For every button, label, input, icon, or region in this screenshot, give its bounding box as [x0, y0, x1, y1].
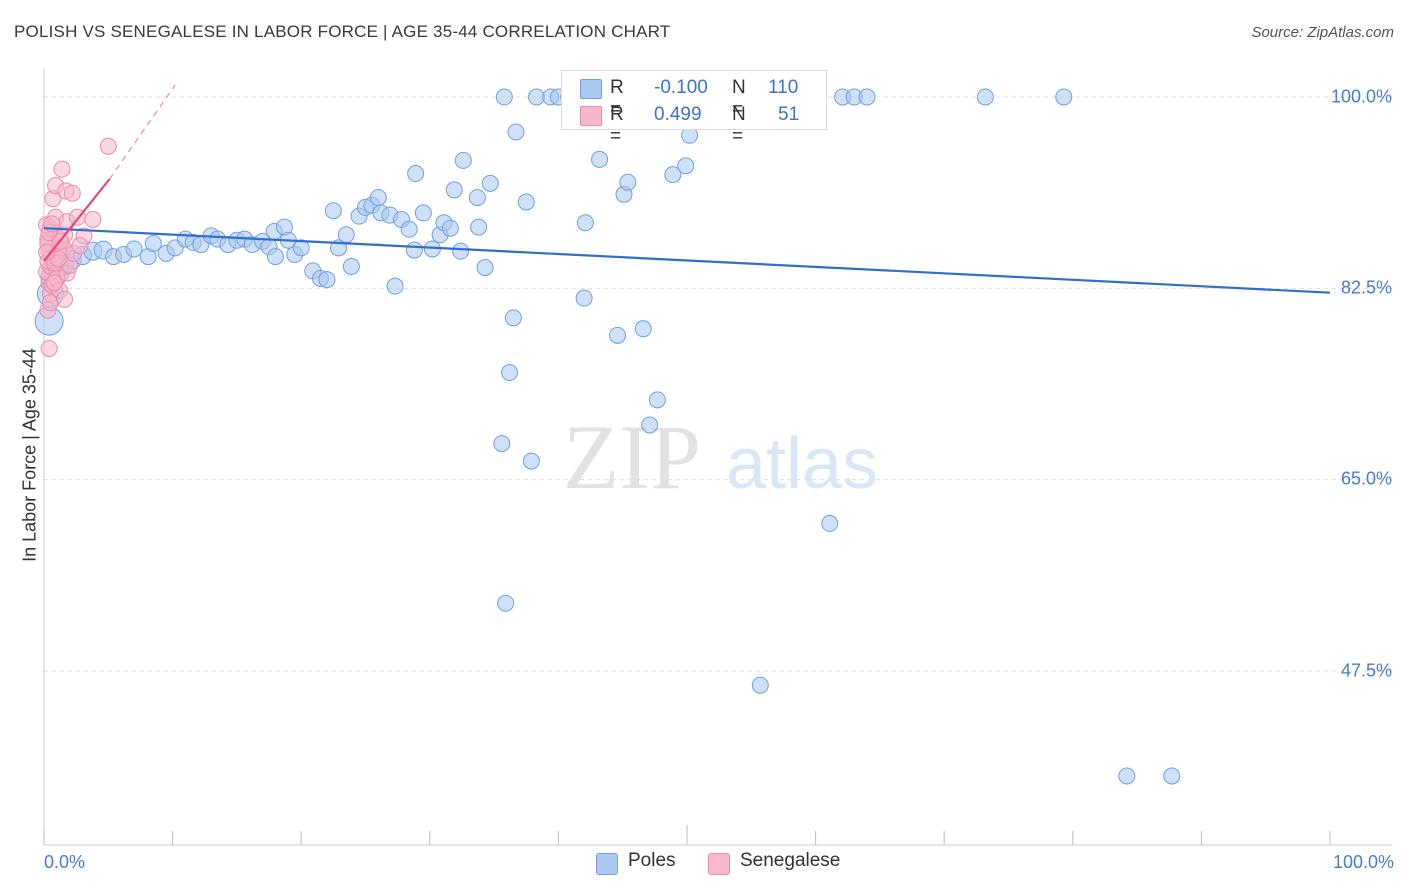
stats-legend: R = -0.100 N = 110 R = 0.499 N = 51: [561, 70, 827, 147]
senegalese-n-value: 51: [778, 104, 800, 125]
poles-point: [441, 219, 459, 237]
poles-point: [266, 248, 284, 266]
bottom-legend-poles: Poles: [628, 850, 676, 871]
poles-point: [575, 289, 593, 307]
senegalese-point: [38, 243, 56, 261]
poles-point: [386, 277, 404, 295]
senegalese-trend-extension: [109, 84, 176, 180]
poles-point: [641, 416, 659, 434]
poles-point: [677, 157, 695, 175]
axes: [43, 68, 1392, 846]
poles-n-label: N =: [732, 77, 746, 120]
poles-point: [468, 189, 486, 207]
senegalese-point: [45, 274, 63, 292]
poles-point: [1118, 767, 1136, 785]
senegalese-point: [63, 184, 81, 202]
poles-point: [476, 259, 494, 277]
x-tick-label-min: 0.0%: [44, 852, 86, 872]
poles-trend-line: [43, 227, 1331, 294]
senegalese-r-value: 0.499: [654, 104, 702, 125]
poles-point: [609, 326, 627, 344]
poles-point: [495, 88, 513, 106]
poles-r-label: R =: [610, 77, 624, 120]
watermark: ZIP atlas: [563, 406, 878, 508]
poles-point: [751, 676, 769, 694]
poles-point: [454, 151, 472, 169]
poles-point: [481, 174, 499, 192]
poles-point: [318, 271, 336, 289]
senegalese-point: [99, 137, 117, 155]
poles-point: [497, 594, 515, 612]
poles-point: [591, 150, 609, 168]
senegalese-point: [53, 160, 71, 178]
senegalese-point: [40, 339, 58, 357]
poles-point: [445, 181, 463, 199]
poles-swatch: [580, 79, 602, 99]
y-tick-label-47-5: 47.5%: [1340, 660, 1392, 681]
poles-point: [507, 123, 525, 141]
senegalese-point: [56, 290, 74, 308]
poles-point: [648, 391, 666, 409]
bottom-legend-senegalese-swatch: [708, 853, 730, 875]
poles-point: [634, 320, 652, 338]
senegalese-r-label: R =: [610, 104, 624, 147]
poles-r-value: -0.100: [654, 77, 708, 98]
trend-lines: [43, 84, 1331, 294]
senegalese-point: [41, 294, 59, 312]
poles-point: [528, 88, 546, 106]
poles-point: [407, 165, 425, 183]
poles-point: [405, 241, 423, 259]
poles-n-value: 110: [768, 77, 799, 98]
y-tick-label-82-5: 82.5%: [1340, 277, 1392, 298]
poles-point: [821, 514, 839, 532]
poles-point: [414, 204, 432, 222]
poles-point: [517, 193, 535, 211]
poles-point: [337, 226, 355, 244]
grid-lines: [44, 96, 1392, 672]
poles-point: [125, 240, 143, 258]
senegalese-n-label: N =: [732, 104, 746, 147]
watermark-atlas: atlas: [726, 424, 878, 504]
senegalese-points: [38, 137, 117, 357]
poles-point: [324, 202, 342, 220]
poles-point: [342, 257, 360, 275]
senegalese-point: [84, 210, 102, 228]
poles-point: [400, 220, 418, 238]
poles-point: [522, 452, 540, 470]
poles-point: [501, 364, 519, 382]
poles-point: [504, 309, 522, 327]
y-tick-label-100: 100.0%: [1330, 86, 1392, 107]
senegalese-point: [71, 237, 89, 255]
poles-point: [976, 88, 994, 106]
poles-point: [1163, 767, 1181, 785]
poles-point: [619, 173, 637, 191]
poles-point: [858, 88, 876, 106]
poles-point: [144, 235, 162, 253]
poles-point: [576, 214, 594, 232]
poles-point: [292, 239, 310, 257]
poles-point: [470, 218, 488, 236]
poles-point: [369, 189, 387, 207]
poles-point: [1055, 88, 1073, 106]
x-tick-label-max: 100.0%: [1332, 852, 1394, 872]
source-label: Source: ZipAtlas.com: [1251, 24, 1394, 41]
senegalese-trend-line: [43, 178, 111, 262]
y-axis-label: In Labor Force | Age 35-44: [19, 348, 40, 562]
chart-title: POLISH VS SENEGALESE IN LABOR FORCE | AG…: [14, 22, 671, 41]
bottom-legend-poles-swatch: [596, 853, 618, 875]
bottom-legend-senegalese: Senegalese: [740, 850, 841, 871]
poles-point: [452, 242, 470, 260]
senegalese-swatch: [580, 106, 602, 126]
watermark-zip: ZIP: [563, 406, 701, 508]
poles-point: [493, 435, 511, 453]
y-tick-label-65: 65.0%: [1340, 468, 1392, 489]
poles-point: [664, 166, 682, 184]
